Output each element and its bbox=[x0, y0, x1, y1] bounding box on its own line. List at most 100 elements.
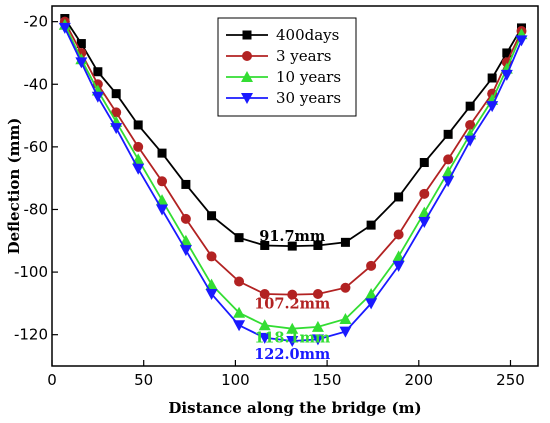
x-axis-title: Distance along the bridge (m) bbox=[168, 399, 421, 417]
data-point bbox=[464, 135, 477, 147]
data-point bbox=[180, 213, 191, 224]
y-tick-label: -40 bbox=[24, 75, 49, 93]
data-point bbox=[133, 120, 143, 130]
data-point bbox=[260, 240, 270, 250]
y-tick-label: -20 bbox=[24, 13, 49, 31]
data-point bbox=[340, 237, 350, 247]
data-point bbox=[206, 251, 217, 262]
annotation-label: 107.2mm bbox=[254, 296, 331, 313]
data-point bbox=[133, 141, 144, 152]
data-point bbox=[287, 241, 297, 251]
data-point bbox=[286, 322, 299, 334]
plot-frame bbox=[51, 5, 539, 367]
data-point bbox=[233, 320, 246, 332]
legend-items: 400days 3 years 10 years 30 years bbox=[226, 26, 341, 107]
data-point bbox=[500, 69, 513, 81]
data-point bbox=[234, 276, 245, 287]
data-point bbox=[312, 289, 323, 299]
data-point bbox=[311, 320, 324, 332]
data-point bbox=[157, 148, 167, 158]
x-tick-label: 0 bbox=[47, 371, 57, 389]
data-point bbox=[234, 233, 244, 243]
data-point bbox=[132, 163, 145, 175]
data-point bbox=[394, 192, 404, 202]
data-point bbox=[179, 234, 192, 246]
annotation-label: 118.1mm bbox=[254, 330, 331, 347]
data-point bbox=[419, 158, 429, 168]
data-point bbox=[366, 260, 377, 271]
y-axis-title: Deflection (mm) bbox=[5, 118, 23, 255]
data-point bbox=[502, 48, 512, 58]
data-point bbox=[515, 35, 528, 47]
data-point bbox=[365, 288, 378, 299]
series-30-years bbox=[58, 22, 528, 347]
data-point bbox=[313, 240, 323, 250]
legend-marker bbox=[242, 30, 252, 40]
y-tick-label: -100 bbox=[14, 263, 48, 281]
series-layer bbox=[58, 14, 528, 347]
data-point bbox=[75, 57, 88, 69]
data-point bbox=[465, 101, 475, 111]
x-tick-label: 100 bbox=[221, 371, 250, 389]
data-point bbox=[442, 176, 455, 188]
data-point bbox=[111, 107, 122, 118]
data-point bbox=[233, 306, 246, 318]
data-point bbox=[465, 119, 476, 130]
y-tick-label: -60 bbox=[24, 138, 49, 156]
data-point bbox=[340, 282, 351, 293]
data-point bbox=[93, 67, 103, 77]
x-tick-label: 200 bbox=[404, 371, 433, 389]
data-point bbox=[487, 73, 497, 83]
data-point bbox=[418, 206, 431, 218]
data-point bbox=[339, 313, 352, 325]
y-tick-label: -120 bbox=[14, 326, 48, 344]
data-point bbox=[419, 188, 430, 199]
data-point bbox=[392, 250, 405, 262]
legend-label: 10 years bbox=[276, 68, 341, 86]
data-point bbox=[156, 194, 169, 206]
data-point bbox=[418, 217, 431, 228]
axis-ticks: 0 50 100 150 200 250 -20 -40 -60 -80 -100 -120 bbox=[14, 13, 525, 389]
data-point bbox=[311, 334, 324, 346]
legend-marker bbox=[242, 51, 252, 61]
data-point bbox=[287, 289, 298, 300]
series-400days bbox=[60, 14, 526, 251]
data-point bbox=[205, 289, 218, 300]
data-point bbox=[393, 229, 404, 240]
legend-label: 400days bbox=[276, 26, 339, 44]
data-point bbox=[258, 319, 271, 331]
data-point bbox=[286, 335, 299, 347]
data-point bbox=[110, 123, 123, 135]
data-point bbox=[181, 179, 191, 189]
data-point bbox=[76, 39, 86, 49]
data-point bbox=[258, 332, 271, 344]
data-point bbox=[443, 129, 453, 139]
legend: 400days 3 years 10 years 30 years bbox=[217, 17, 357, 117]
data-point bbox=[259, 289, 270, 299]
data-point bbox=[179, 245, 192, 257]
legend-label: 3 years bbox=[276, 47, 331, 65]
annotation-label: 91.7mm bbox=[259, 228, 326, 245]
legend-marker bbox=[241, 71, 253, 82]
data-point bbox=[443, 154, 454, 165]
data-point bbox=[205, 278, 218, 290]
data-point bbox=[366, 220, 376, 230]
data-point bbox=[91, 91, 104, 103]
legend-label: 30 years bbox=[276, 89, 341, 107]
data-point bbox=[207, 211, 217, 221]
data-point bbox=[157, 176, 168, 187]
data-point bbox=[365, 298, 378, 310]
annotation-label: 122.0mm bbox=[254, 346, 331, 363]
data-point bbox=[58, 22, 71, 34]
data-point bbox=[111, 89, 121, 99]
x-tick-label: 250 bbox=[496, 371, 525, 389]
data-point bbox=[339, 326, 352, 338]
data-point bbox=[392, 260, 405, 272]
data-point bbox=[156, 204, 169, 216]
x-tick-label: 50 bbox=[134, 371, 153, 389]
y-tick-label: -80 bbox=[24, 200, 49, 218]
data-point bbox=[486, 101, 499, 113]
legend-marker bbox=[241, 93, 253, 104]
